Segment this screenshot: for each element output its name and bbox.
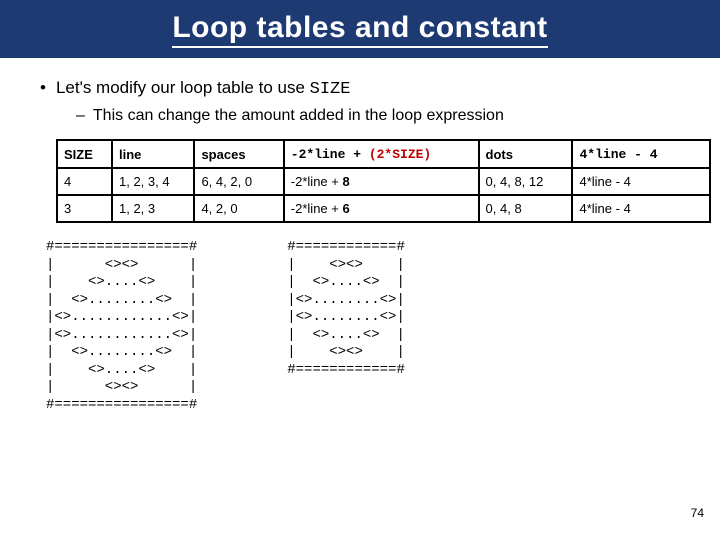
- th-expr2: 4*line - 4: [572, 140, 710, 168]
- cell: 4: [57, 168, 112, 195]
- slide-content: • Let's modify our loop table to use SIZ…: [0, 58, 720, 414]
- cell-expr-pre: -2*line +: [291, 174, 343, 189]
- bullet-level1: • Let's modify our loop table to use SIZ…: [40, 78, 692, 99]
- bullet1-text: Let's modify our loop table to use SIZE: [56, 78, 350, 99]
- th-line: line: [112, 140, 194, 168]
- cell: 4*line - 4: [572, 168, 710, 195]
- cell: 3: [57, 195, 112, 222]
- table-row: 3 1, 2, 3 4, 2, 0 -2*line + 6 0, 4, 8 4*…: [57, 195, 710, 222]
- cell: 4*line - 4: [572, 195, 710, 222]
- page-number: 74: [691, 506, 704, 520]
- th-expr1-code: -2*line +: [291, 147, 369, 162]
- ascii-diamond-size3: #============# | <><> | | <>....<> | |<>…: [287, 239, 405, 414]
- cell-expr-bold: 6: [342, 201, 349, 216]
- cell: -2*line + 8: [284, 168, 479, 195]
- cell: 4, 2, 0: [194, 195, 283, 222]
- th-expr1-red: (2*SIZE): [369, 147, 431, 162]
- table-header-row: SIZE line spaces -2*line + (2*SIZE) dots…: [57, 140, 710, 168]
- th-expr1: -2*line + (2*SIZE): [284, 140, 479, 168]
- ascii-art-area: #================# | <><> | | <>....<> |…: [28, 239, 692, 414]
- cell-expr-bold: 8: [342, 174, 349, 189]
- cell: 1, 2, 3: [112, 195, 194, 222]
- ascii-diamond-size4: #================# | <><> | | <>....<> |…: [46, 239, 197, 414]
- bullet1-prefix: Let's modify our loop table to use: [56, 78, 310, 97]
- cell: 6, 4, 2, 0: [194, 168, 283, 195]
- bullet1-code: SIZE: [310, 80, 351, 99]
- bullet2-text: This can change the amount added in the …: [93, 107, 504, 125]
- cell: -2*line + 6: [284, 195, 479, 222]
- bullet-dash: –: [76, 107, 85, 125]
- th-size: SIZE: [57, 140, 112, 168]
- cell-expr-pre: -2*line +: [291, 201, 343, 216]
- slide-title: Loop tables and constant: [172, 11, 547, 48]
- th-spaces: spaces: [194, 140, 283, 168]
- table-row: 4 1, 2, 3, 4 6, 4, 2, 0 -2*line + 8 0, 4…: [57, 168, 710, 195]
- title-bar: Loop tables and constant: [0, 0, 720, 58]
- bullet-dot: •: [40, 78, 46, 98]
- cell: 1, 2, 3, 4: [112, 168, 194, 195]
- cell: 0, 4, 8: [479, 195, 573, 222]
- loop-table: SIZE line spaces -2*line + (2*SIZE) dots…: [56, 139, 711, 223]
- th-dots: dots: [479, 140, 573, 168]
- bullet-level2: – This can change the amount added in th…: [76, 107, 692, 125]
- cell: 0, 4, 8, 12: [479, 168, 573, 195]
